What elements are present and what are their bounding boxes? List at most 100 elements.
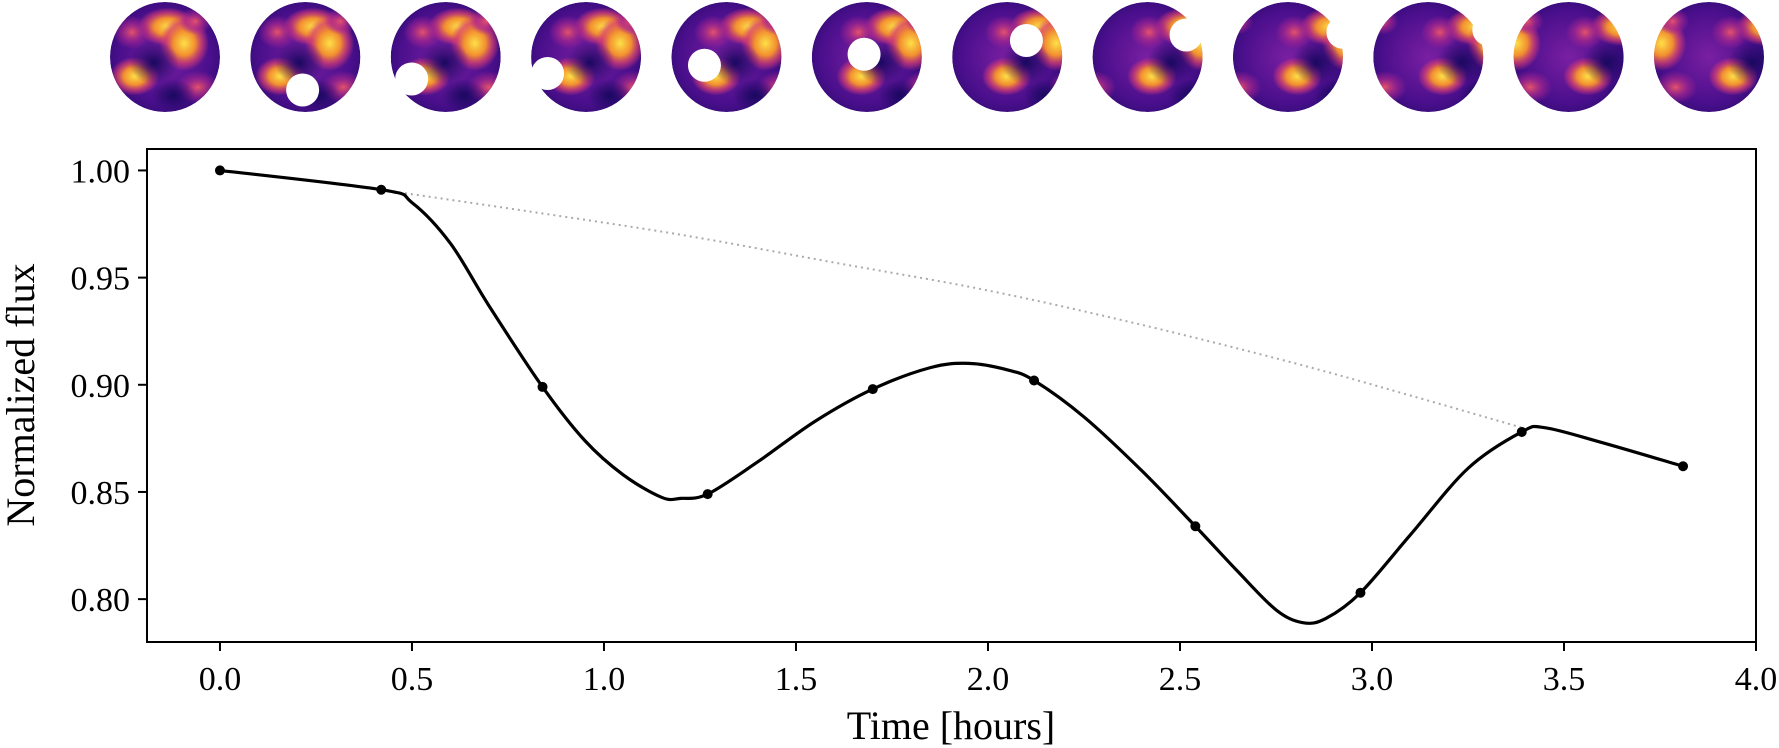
disk-map [250,2,361,112]
disk-spot [760,7,782,35]
disk-spot [1459,79,1484,112]
disk-map [952,2,1063,112]
series-line-flux [219,168,1684,625]
disk-map [110,2,220,112]
stellar-disk-frame [531,2,642,112]
disk-spot [1513,7,1544,35]
data-point [537,381,548,392]
disk-spot [587,79,632,112]
disk-spot [1050,7,1063,35]
y-tick-label: 0.90 [71,368,131,405]
data-point [376,184,387,195]
stellar-disk-frame [811,2,922,112]
disk-map [1654,2,1764,112]
disk-spot [565,40,615,85]
data-point [1678,461,1689,472]
disk-spot [1656,7,1690,35]
stellar-disk-frame [1654,2,1764,112]
data-point [1516,426,1527,437]
disk-spot [1420,15,1460,49]
data-point [214,165,225,176]
x-tick-label: 3.5 [1543,661,1586,698]
x-tick-label: 1.0 [583,661,626,698]
x-axis-label: Time [hours] [847,703,1056,748]
x-tick-label: 0.5 [391,661,434,698]
x-tick-label: 1.5 [775,661,818,698]
stellar-disk-frame [1232,2,1360,112]
data-point [1355,587,1366,598]
disk-spot [1291,40,1342,85]
disk-spot [1513,70,1553,104]
disk-spot [1232,7,1254,35]
occultor-planet [286,73,320,107]
disk-spot [1168,79,1203,112]
occultation-frames [110,2,1764,112]
stellar-disk-frame [250,2,361,112]
disk-spot [1129,15,1169,49]
disk-spot [1313,79,1343,112]
disk-spot [1654,70,1698,104]
stellar-disk-frame [1513,2,1624,112]
disk-spot [710,40,761,85]
occultor-planet [847,37,881,71]
occultor-planet [1169,18,1203,52]
x-tick-label: 4.0 [1735,661,1778,698]
occultor-planet [1326,15,1360,49]
disk-spot [732,79,777,112]
disk-spot [274,40,325,85]
disk-spot [1565,15,1605,49]
disk-spot [419,40,470,85]
y-tick-label: 0.80 [71,582,131,619]
disk-spot [151,79,196,112]
data-point [702,489,713,500]
stellar-disk-frame [1092,2,1203,112]
disk-spot [905,7,922,35]
series-line-unocculted [381,188,1523,429]
disk-spot [178,7,212,35]
disk-map [390,2,501,112]
disk-spot [258,15,297,49]
data-point [867,384,878,395]
y-tick-label: 0.95 [71,261,131,298]
stellar-disk-frame [952,2,1063,112]
disk-map [1513,2,1624,112]
disk-map [531,2,642,112]
disk-spot [441,79,486,112]
data-point [1029,375,1040,386]
disk-spot [1146,40,1196,85]
x-tick-label: 2.5 [1159,661,1202,698]
stellar-disk-frame [390,2,501,112]
stellar-disk-frame [1373,2,1506,112]
disk-spot [1727,40,1764,85]
disk-spot [1092,70,1117,104]
y-tick-label: 1.00 [71,153,131,190]
disk-map [1232,2,1343,112]
disk-spot [614,7,642,35]
disk-spot [877,79,922,112]
data-point [1190,521,1201,532]
disk-spot [1582,40,1624,85]
disk-spot [1275,15,1314,49]
occultor-planet [531,57,565,90]
stellar-disk-frame [671,2,782,112]
occultor-planet [395,62,429,96]
disk-spot [469,7,501,35]
y-axis-label: Normalized flux [0,263,43,526]
disk-spot [1023,79,1063,112]
disk-spot [112,15,152,49]
occultor-planet [1009,24,1043,57]
disk-spot [694,15,733,49]
disk-spot [1047,70,1063,104]
y-tick-label: 0.85 [71,475,131,512]
x-tick-label: 3.0 [1351,661,1394,698]
occultor-planet [687,48,721,82]
disk-spot [1232,70,1262,104]
disk-spot [324,7,358,35]
disk-spot [1373,7,1399,35]
disk-spot [1604,79,1624,112]
disk-spot [1437,40,1484,85]
disk-spot [1373,70,1407,104]
plot-frame [146,148,1757,643]
stellar-disk-frame [110,2,220,112]
